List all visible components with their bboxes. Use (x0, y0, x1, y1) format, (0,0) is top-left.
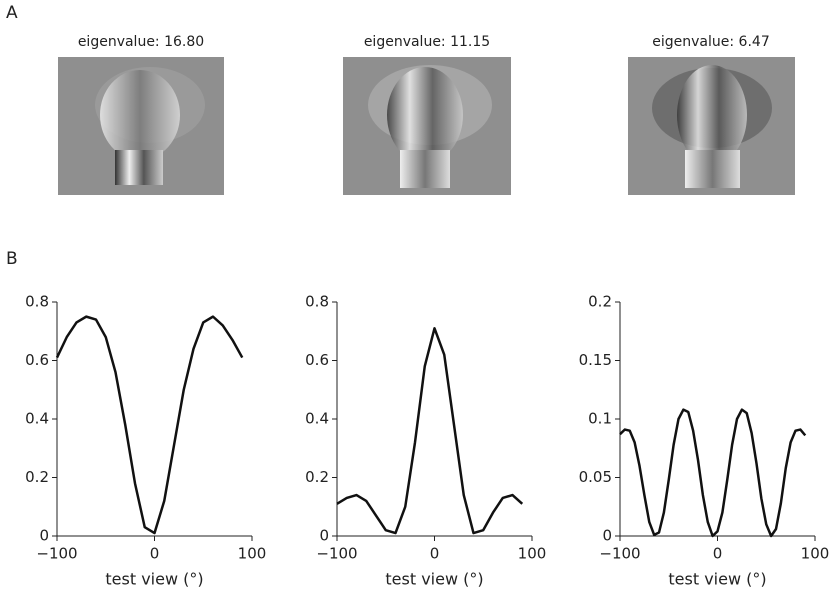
x-tick-label: −100 (316, 545, 357, 563)
y-tick-label: 0 (319, 527, 329, 545)
y-tick-label: 0.15 (579, 351, 612, 369)
y-tick-label: 0.6 (305, 351, 329, 369)
x-tick-label: −100 (599, 545, 640, 563)
y-tick-label: 0.2 (588, 293, 612, 311)
y-tick-label: 0.05 (579, 468, 612, 486)
panel-label: A (6, 3, 18, 23)
y-tick-label: 0.2 (305, 468, 329, 486)
eigenface (343, 57, 511, 195)
x-axis-title: test view (°) (668, 570, 766, 589)
y-tick-label: 0.4 (305, 410, 329, 428)
x-tick-label: 100 (518, 545, 547, 563)
x-tick-label: 0 (713, 545, 723, 563)
caption: eigenvalue: 6.47 (652, 34, 769, 50)
x-tick-label: 100 (801, 545, 830, 563)
y-tick-label: 0.8 (305, 293, 329, 311)
y-tick-label: 0.4 (25, 410, 49, 428)
data-line (57, 317, 242, 533)
caption: eigenvalue: 16.80 (78, 34, 204, 50)
x-tick-label: 0 (430, 545, 440, 563)
caption: eigenvalue: 11.15 (364, 34, 490, 50)
eigenface (58, 57, 224, 195)
y-tick-label: 0.8 (25, 293, 49, 311)
y-tick-label: 0 (602, 527, 612, 545)
figure: A B eigenvalue: 16.80 eigenvalue: 11.15 … (0, 0, 839, 601)
y-tick-label: 0.2 (25, 468, 49, 486)
y-tick-label: 0.1 (588, 410, 612, 428)
panel-label: B (6, 249, 18, 269)
data-line (620, 410, 805, 536)
data-line (337, 328, 522, 533)
x-tick-label: −100 (36, 545, 77, 563)
x-axis-title: test view (°) (105, 570, 203, 589)
x-tick-label: 100 (238, 545, 267, 563)
x-tick-label: 0 (150, 545, 160, 563)
eigenface (628, 57, 795, 195)
y-tick-label: 0 (39, 527, 49, 545)
y-tick-label: 0.6 (25, 351, 49, 369)
x-axis-title: test view (°) (385, 570, 483, 589)
